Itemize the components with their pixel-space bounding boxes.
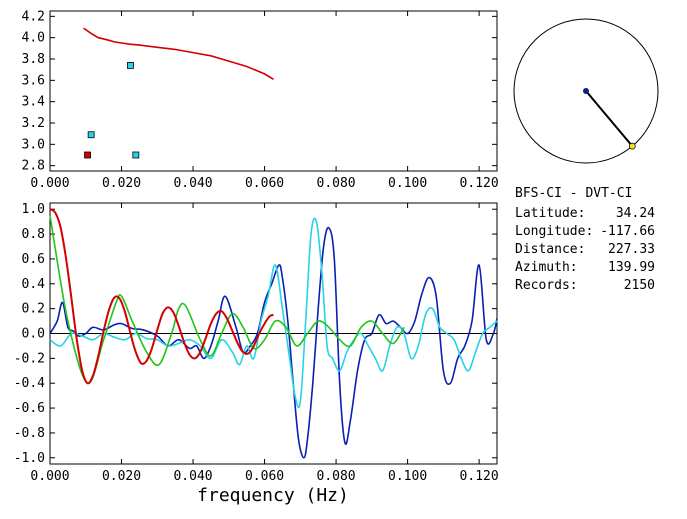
correlation-curve-green: [49, 215, 405, 385]
correlation-y-tick-label: 0.4: [22, 277, 46, 292]
correlation-x-ticks: 0.000 0.020 0.040 0.060 0.080 0.100 0.120: [30, 203, 499, 484]
velocity-y-tick-label: 4.2: [22, 9, 45, 24]
info-value: -117.66: [600, 224, 655, 239]
correlation-x-tick-label: 0.120: [460, 469, 499, 484]
correlation-chart: 0.000 0.020 0.040 0.060 0.080 0.100 0.120 -1.0…: [14, 202, 499, 506]
velocity-y-tick-label: 4.0: [22, 31, 45, 46]
velocity-chart: 0.000 0.020 0.040 0.060 0.080 0.100 0.120 2.8 3…: [22, 9, 499, 191]
velocity-y-tick-label: 3.2: [22, 116, 45, 131]
velocity-series: [83, 27, 274, 159]
azimuth-line: [585, 90, 634, 147]
correlation-y-tick-label: -1.0: [14, 451, 45, 466]
azimuth-dial: [513, 18, 659, 164]
azimuth-circle: [513, 18, 659, 164]
velocity-point-red: [84, 151, 91, 159]
velocity-x-tick-label: 0.120: [460, 176, 499, 191]
correlation-y-tick-label: 1.0: [22, 202, 45, 217]
velocity-x-tick-label: 0.100: [388, 176, 427, 191]
info-label: Azimuth:: [515, 260, 578, 275]
info-rows: Latitude: 34.24 Longitude: -117.66 Distance:…: [515, 206, 655, 293]
x-axis-title: frequency (Hz): [197, 485, 349, 506]
correlation-series: [49, 208, 498, 459]
info-label: Latitude:: [515, 206, 585, 221]
correlation-y-tick-label: 0.2: [22, 302, 45, 317]
velocity-point-cyan: [127, 62, 134, 69]
correlation-curve-blue: [49, 226, 498, 459]
correlation-y-tick-label: -0.4: [14, 376, 45, 391]
azimuth-end-dot: [628, 142, 636, 150]
velocity-x-ticks: 0.000 0.020 0.040 0.060 0.080 0.100 0.120: [30, 11, 499, 191]
correlation-y-ticks: -1.0 -0.8 -0.6 -0.4 -0.2 0.0 0.2 0.4 0.6 0.8 1.0: [14, 202, 497, 466]
info-value: 34.24: [616, 206, 655, 221]
station-dot: [583, 88, 589, 94]
correlation-curve-cyan: [49, 217, 498, 409]
velocity-y-tick-label: 3.0: [22, 137, 45, 152]
info-panel: BFS-CI - DVT-CI Latitude: 34.24 Longitude:…: [515, 186, 655, 293]
info-value: 227.33: [608, 242, 655, 257]
info-value: 2150: [624, 278, 655, 293]
velocity-x-tick-label: 0.020: [102, 176, 141, 191]
correlation-x-tick-label: 0.000: [30, 469, 69, 484]
correlation-y-tick-label: -0.2: [14, 351, 45, 366]
velocity-x-tick-label: 0.000: [30, 176, 69, 191]
velocity-x-tick-label: 0.040: [173, 176, 212, 191]
correlation-y-tick-label: 0.0: [22, 327, 45, 342]
correlation-x-tick-label: 0.020: [102, 469, 141, 484]
velocity-x-tick-label: 0.080: [317, 176, 356, 191]
velocity-point-cyan: [87, 131, 95, 139]
velocity-y-tick-label: 3.4: [22, 95, 46, 110]
velocity-y-ticks: 2.8 3.0 3.2 3.4 3.6 3.8 4.0 4.2: [22, 9, 497, 174]
station-pair: BFS-CI - DVT-CI: [515, 186, 632, 201]
correlation-y-tick-label: -0.6: [14, 401, 45, 416]
correlation-y-tick-label: 0.6: [22, 252, 45, 267]
correlation-x-tick-label: 0.040: [173, 469, 212, 484]
info-label: Longitude:: [515, 224, 593, 239]
correlation-x-tick-label: 0.060: [245, 469, 284, 484]
info-label: Distance:: [515, 242, 585, 257]
correlation-curve-red: [49, 208, 274, 385]
info-value: 139.99: [608, 260, 655, 275]
velocity-chart-frame: [49, 10, 498, 172]
info-label: Records:: [515, 278, 578, 293]
velocity-y-tick-label: 3.6: [22, 73, 45, 88]
correlation-y-tick-label: 0.8: [22, 227, 45, 242]
correlation-x-tick-label: 0.100: [388, 469, 427, 484]
velocity-y-tick-label: 3.8: [22, 52, 45, 67]
velocity-x-tick-label: 0.060: [245, 176, 284, 191]
correlation-x-tick-label: 0.080: [317, 469, 356, 484]
correlation-y-tick-label: -0.8: [14, 426, 45, 441]
velocity-curve-red: [83, 27, 274, 80]
velocity-point-cyan: [132, 151, 140, 159]
velocity-y-tick-label: 2.8: [22, 159, 45, 174]
